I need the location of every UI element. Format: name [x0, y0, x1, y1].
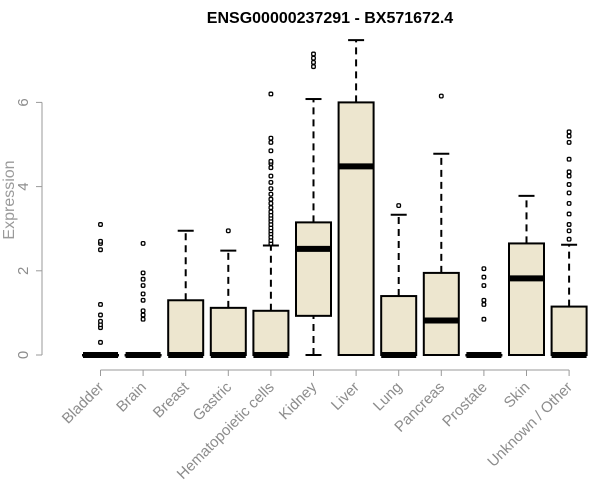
box-group — [508, 194, 545, 356]
outlier-point — [98, 339, 103, 345]
outlier-point — [98, 318, 103, 324]
y-axis-label: Expression — [1, 160, 18, 239]
outlier-point — [268, 158, 274, 164]
x-tick-label: Prostate — [439, 379, 491, 431]
outlier-point — [566, 211, 572, 217]
outlier-point — [268, 179, 274, 185]
box-group — [295, 51, 332, 356]
x-tick-label: Lung — [370, 379, 406, 415]
x-tick-label: Breast — [150, 378, 193, 421]
box-group — [337, 39, 375, 357]
box-iqr — [252, 309, 290, 357]
outlier-point — [566, 190, 572, 196]
outlier-point — [268, 196, 274, 202]
outlier-point — [481, 316, 487, 322]
outlier-point — [268, 173, 274, 179]
outlier-point — [140, 283, 146, 288]
x-tick-label: Brain — [113, 379, 150, 416]
outlier-point — [566, 222, 572, 227]
box-iqr — [209, 306, 247, 356]
box-iqr — [295, 221, 332, 317]
outlier-point — [140, 308, 146, 314]
outlier-point — [225, 228, 231, 234]
outlier-point — [311, 55, 316, 61]
outlier-point — [566, 169, 572, 175]
outlier-point — [140, 312, 146, 318]
outlier-point — [98, 222, 103, 227]
outlier-point — [438, 93, 444, 99]
outlier-point — [98, 247, 103, 253]
x-tick-label: Kidney — [276, 378, 321, 423]
box-iqr — [550, 305, 588, 356]
box-iqr — [167, 299, 205, 356]
outlier-point — [140, 276, 146, 282]
outlier-point — [396, 203, 402, 208]
box-group — [380, 203, 418, 358]
outlier-point — [311, 51, 316, 57]
y-tick-label: 6 — [15, 98, 32, 106]
x-tick-label: Liver — [328, 379, 363, 414]
box-iqr — [337, 101, 375, 357]
outlier-point — [268, 191, 274, 197]
box-group — [252, 91, 290, 358]
outlier-point — [268, 205, 274, 211]
outlier-point — [98, 302, 103, 307]
outlier-point — [140, 297, 146, 303]
outlier-point — [140, 270, 146, 276]
outlier-point — [566, 129, 572, 135]
x-tick-label: Bladder — [59, 379, 108, 428]
outlier-point — [268, 135, 274, 141]
box-group — [550, 129, 588, 358]
outlier-point — [140, 316, 146, 322]
outlier-point — [268, 209, 274, 215]
box-group — [465, 266, 503, 358]
y-axis: 0 2 4 6 — [15, 98, 43, 359]
plot-area — [82, 39, 588, 358]
y-tick-label: 4 — [15, 182, 32, 190]
outlier-point — [566, 200, 572, 206]
outlier-point — [140, 240, 146, 246]
outlier-point — [566, 236, 572, 242]
outlier-point — [268, 148, 274, 154]
x-tick-label: Skin — [501, 379, 534, 412]
y-tick-label: 2 — [15, 267, 32, 275]
box-group — [167, 229, 205, 358]
outlier-point — [566, 139, 572, 145]
box-group — [422, 93, 460, 356]
chart-title: ENSG00000237291 - BX571672.4 — [207, 10, 454, 27]
outlier-point — [268, 139, 274, 145]
box-iqr — [380, 295, 418, 356]
box-group — [124, 240, 162, 358]
outlier-point — [481, 297, 487, 303]
outlier-point — [98, 312, 103, 318]
outlier-point — [566, 173, 572, 179]
outlier-point — [566, 133, 572, 139]
outlier-point — [481, 266, 487, 272]
outlier-point — [268, 91, 274, 97]
outlier-point — [311, 64, 316, 70]
outlier-point — [140, 291, 146, 297]
outlier-point — [481, 283, 487, 288]
outlier-point — [98, 238, 103, 244]
outlier-point — [481, 274, 487, 280]
outlier-point — [566, 156, 572, 162]
outlier-point — [311, 59, 316, 65]
box-group — [209, 228, 247, 358]
outlier-point — [268, 186, 274, 192]
outlier-point — [481, 302, 487, 307]
outlier-point — [268, 200, 274, 206]
outlier-point — [566, 182, 572, 187]
box-group — [82, 222, 119, 358]
outlier-point — [566, 228, 572, 234]
box-iqr — [508, 242, 545, 356]
outlier-point — [268, 165, 274, 171]
box-iqr — [422, 271, 460, 356]
y-tick-label: 0 — [15, 351, 32, 359]
